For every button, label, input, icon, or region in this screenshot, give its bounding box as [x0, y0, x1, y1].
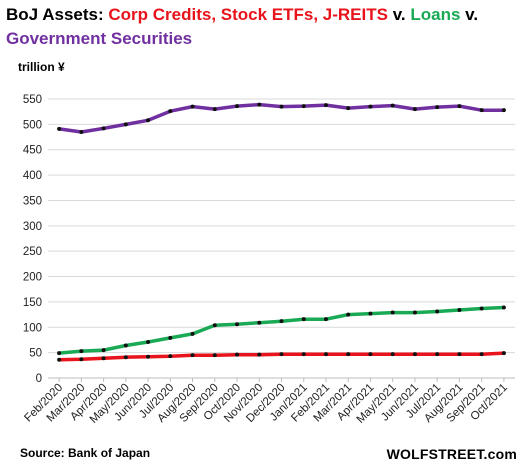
y-tick-label: 500	[23, 119, 42, 131]
data-point-loans	[390, 310, 395, 315]
title-sep-2: v.	[460, 5, 479, 24]
data-point-corp-credits-stock-etfs-j-reits	[435, 352, 440, 357]
data-point-corp-credits-stock-etfs-j-reits	[279, 352, 284, 357]
data-point-government-securities	[101, 126, 106, 131]
data-point-government-securities	[346, 106, 351, 111]
y-axis-unit-label: trillion ¥	[18, 60, 65, 74]
data-point-government-securities	[57, 126, 62, 131]
data-point-government-securities	[435, 105, 440, 110]
data-point-loans	[301, 317, 306, 322]
data-point-loans	[123, 343, 128, 348]
data-point-loans	[79, 349, 84, 354]
data-point-corp-credits-stock-etfs-j-reits	[101, 356, 106, 361]
data-point-government-securities	[390, 103, 395, 108]
data-point-corp-credits-stock-etfs-j-reits	[501, 351, 506, 356]
y-tick-label: 100	[23, 322, 42, 334]
data-point-corp-credits-stock-etfs-j-reits	[168, 354, 173, 359]
data-point-government-securities	[323, 103, 328, 108]
data-point-corp-credits-stock-etfs-j-reits	[301, 352, 306, 357]
data-point-government-securities	[257, 102, 262, 107]
y-tick-label: 450	[23, 145, 42, 157]
data-point-loans	[146, 339, 151, 344]
data-point-corp-credits-stock-etfs-j-reits	[235, 352, 240, 357]
title-government-securities: Government Securities	[6, 29, 193, 48]
chart-title: BoJ Assets: Corp Credits, Stock ETFs, J-…	[6, 3, 521, 51]
data-point-loans	[257, 320, 262, 325]
data-point-government-securities	[212, 107, 217, 112]
data-point-corp-credits-stock-etfs-j-reits	[57, 357, 62, 362]
y-tick-label: 250	[23, 246, 42, 258]
data-point-government-securities	[501, 108, 506, 113]
data-point-government-securities	[412, 107, 417, 112]
data-point-government-securities	[235, 104, 240, 109]
data-point-loans	[212, 323, 217, 328]
data-point-loans	[501, 305, 506, 310]
y-tick-label: 150	[23, 297, 42, 309]
y-tick-label: 550	[23, 94, 42, 106]
data-point-loans	[168, 335, 173, 340]
data-point-corp-credits-stock-etfs-j-reits	[457, 352, 462, 357]
data-point-corp-credits-stock-etfs-j-reits	[323, 352, 328, 357]
brand-watermark: WOLFSTREET.com	[386, 446, 517, 462]
data-point-corp-credits-stock-etfs-j-reits	[123, 355, 128, 360]
data-point-government-securities	[279, 104, 284, 109]
y-tick-label: 0	[36, 373, 42, 385]
y-tick-label: 400	[23, 170, 42, 182]
data-point-corp-credits-stock-etfs-j-reits	[412, 352, 417, 357]
y-tick-label: 300	[23, 221, 42, 233]
data-point-loans	[235, 322, 240, 327]
data-point-corp-credits-stock-etfs-j-reits	[79, 357, 84, 362]
data-point-corp-credits-stock-etfs-j-reits	[190, 353, 195, 358]
data-point-corp-credits-stock-etfs-j-reits	[390, 352, 395, 357]
data-point-corp-credits-stock-etfs-j-reits	[146, 354, 151, 359]
data-point-corp-credits-stock-etfs-j-reits	[479, 352, 484, 357]
data-point-loans	[57, 351, 62, 356]
y-tick-label: 200	[23, 272, 42, 284]
data-point-loans	[279, 319, 284, 324]
data-point-government-securities	[301, 104, 306, 109]
data-point-loans	[368, 311, 373, 316]
title-loans: Loans	[410, 5, 461, 24]
data-point-corp-credits-stock-etfs-j-reits	[368, 352, 373, 357]
source-note: Source: Bank of Japan	[20, 446, 151, 460]
data-point-government-securities	[79, 129, 84, 134]
data-point-loans	[412, 310, 417, 315]
data-point-government-securities	[190, 104, 195, 109]
data-point-corp-credits-stock-etfs-j-reits	[212, 353, 217, 358]
title-corp-credits: Corp Credits, Stock ETFs, J-REITS	[108, 5, 388, 24]
data-point-government-securities	[123, 122, 128, 127]
data-point-government-securities	[368, 104, 373, 109]
data-point-corp-credits-stock-etfs-j-reits	[257, 352, 262, 357]
y-tick-label: 350	[23, 195, 42, 207]
data-point-loans	[457, 308, 462, 313]
title-prefix: BoJ Assets:	[6, 5, 109, 24]
data-point-government-securities	[479, 108, 484, 113]
data-point-loans	[323, 317, 328, 322]
data-point-loans	[435, 309, 440, 314]
data-point-loans	[479, 306, 484, 311]
data-point-government-securities	[457, 104, 462, 109]
data-point-loans	[101, 348, 106, 353]
data-point-loans	[190, 331, 195, 336]
data-point-government-securities	[168, 109, 173, 114]
data-point-government-securities	[146, 118, 151, 123]
data-point-corp-credits-stock-etfs-j-reits	[346, 352, 351, 357]
y-tick-label: 50	[29, 348, 42, 360]
title-sep-1: v.	[387, 5, 411, 24]
data-point-loans	[346, 312, 351, 317]
